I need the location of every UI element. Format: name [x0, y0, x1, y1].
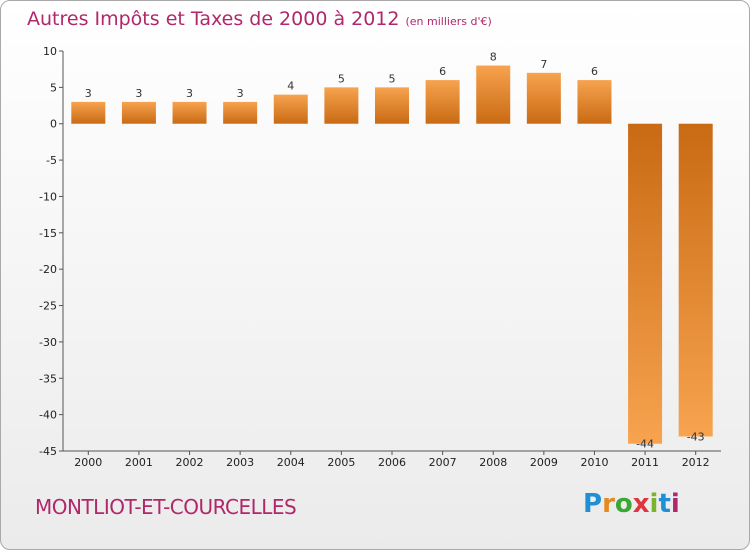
y-tick-label: -45 — [39, 445, 57, 458]
bar-2000 — [71, 101, 106, 124]
value-label-2003: 3 — [237, 87, 244, 100]
logo-letter: x — [632, 489, 650, 519]
bar-2002 — [172, 101, 207, 124]
x-tick-label-2003: 2003 — [226, 456, 254, 469]
chart-title: Autres Impôts et Taxes de 2000 à 2012 — [27, 8, 400, 30]
label-layer: 3 3 3 3 4 5 5 6 8 7 6 -44 -43 — [85, 51, 705, 451]
logo-letter: o — [614, 489, 633, 519]
chart-subtitle: (en milliers d'€) — [405, 15, 492, 28]
y-tick-label: -15 — [39, 227, 57, 240]
x-tick-label-2007: 2007 — [429, 456, 457, 469]
x-tick-label-2009: 2009 — [530, 456, 558, 469]
bar-2005 — [324, 87, 359, 124]
town-name: MONTLIOT-ET-COURCELLES — [35, 495, 297, 519]
value-label-2001: 3 — [135, 87, 142, 100]
y-tick-label: -35 — [39, 372, 57, 385]
proxiti-logo: Proxiti — [583, 489, 680, 519]
logo-letter: t — [658, 489, 671, 519]
y-tick-label: -30 — [39, 336, 57, 349]
x-tick-label-2012: 2012 — [682, 456, 710, 469]
value-label-2002: 3 — [186, 87, 193, 100]
x-tick-label-2000: 2000 — [74, 456, 102, 469]
y-tick-label: -5 — [46, 154, 57, 167]
logo-letter: P — [583, 489, 603, 519]
y-tick-label: 10 — [43, 45, 57, 58]
value-label-2010: 6 — [591, 65, 598, 78]
x-tick-label-2005: 2005 — [327, 456, 355, 469]
chart-title-block: Autres Impôts et Taxes de 2000 à 2012 (en… — [27, 8, 492, 30]
value-label-2007: 6 — [439, 65, 446, 78]
x-tick-label-2008: 2008 — [479, 456, 507, 469]
x-tick-label-2004: 2004 — [277, 456, 305, 469]
y-tick-label: -10 — [39, 190, 57, 203]
bar-2008 — [476, 65, 511, 124]
bar-2001 — [121, 101, 156, 124]
x-tick-label-2002: 2002 — [176, 456, 204, 469]
x-tick-label-2011: 2011 — [631, 456, 659, 469]
axis-layer: 10 5 0 -5 -10 -15 -20 -25 -30 -35 -40 -45 2000 2001 20… — [39, 45, 721, 469]
bar-2007 — [425, 80, 460, 124]
x-tick-label-2001: 2001 — [125, 456, 153, 469]
logo-letter: i — [649, 489, 659, 519]
x-tick-label-2006: 2006 — [378, 456, 406, 469]
y-tick-label: 0 — [50, 118, 57, 131]
bar-2011 — [628, 123, 663, 444]
bar-2012 — [678, 123, 713, 437]
value-label-2006: 5 — [389, 72, 396, 85]
bar-2003 — [223, 101, 258, 124]
logo-letter: r — [602, 489, 615, 519]
bar-layer — [71, 65, 713, 444]
value-label-2012: -43 — [687, 430, 705, 443]
logo-letter: i — [670, 489, 680, 519]
y-tick-label: 5 — [50, 81, 57, 94]
x-tick-label-2010: 2010 — [580, 456, 608, 469]
y-tick-label: -25 — [39, 300, 57, 313]
bar-2004 — [273, 94, 308, 124]
value-label-2008: 8 — [490, 51, 497, 64]
value-label-2009: 7 — [540, 58, 547, 71]
y-tick-label: -20 — [39, 263, 57, 276]
bar-2009 — [526, 72, 561, 124]
bar-2010 — [577, 80, 612, 124]
value-label-2011: -44 — [636, 438, 654, 451]
value-label-2000: 3 — [85, 87, 92, 100]
bar-2006 — [375, 87, 409, 124]
value-label-2004: 4 — [287, 80, 294, 93]
value-label-2005: 5 — [338, 72, 345, 85]
y-tick-label: -40 — [39, 409, 57, 422]
